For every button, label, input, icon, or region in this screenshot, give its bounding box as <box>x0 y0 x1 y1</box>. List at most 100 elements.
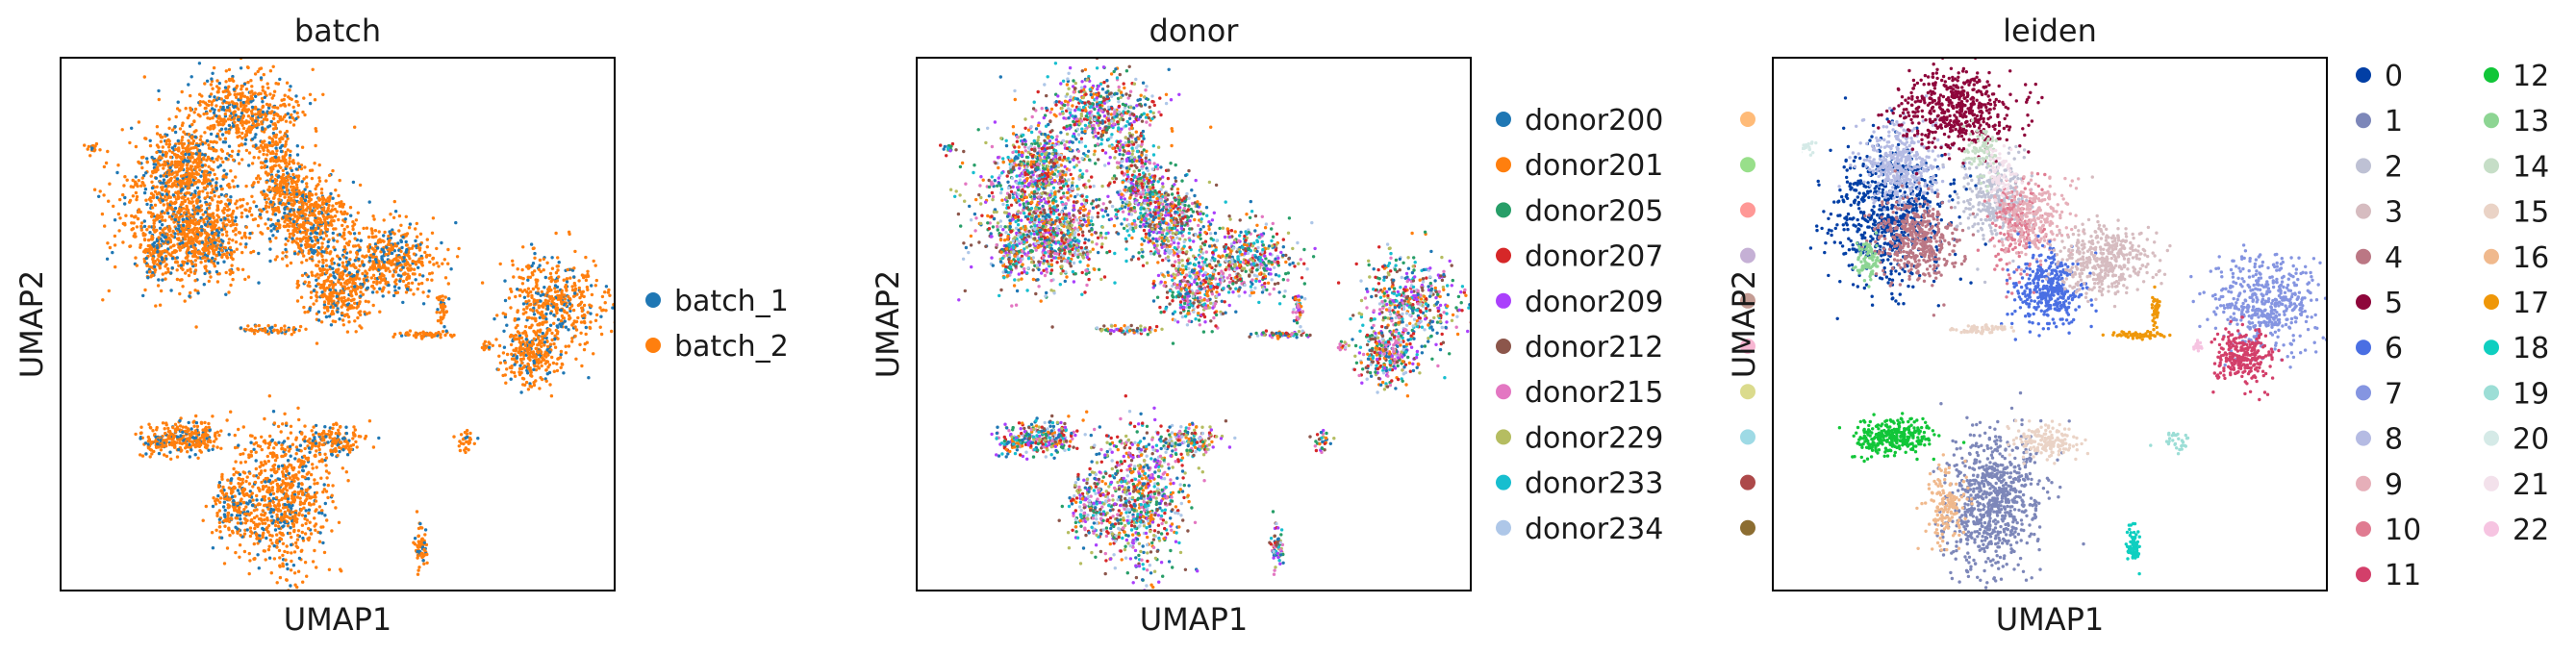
data-point <box>174 170 178 174</box>
data-point <box>347 230 351 235</box>
data-point <box>522 383 527 387</box>
data-point <box>598 325 602 329</box>
data-point <box>88 154 92 158</box>
data-point <box>116 164 120 167</box>
data-point <box>524 380 529 385</box>
data-point <box>205 269 209 273</box>
data-point <box>191 152 195 156</box>
data-point <box>217 109 221 113</box>
data-point <box>578 289 582 293</box>
data-point <box>231 221 235 225</box>
data-point <box>289 454 292 458</box>
data-point <box>245 475 249 479</box>
data-point <box>301 216 305 220</box>
data-point <box>354 330 358 334</box>
data-point <box>224 202 228 206</box>
data-point <box>578 342 582 346</box>
data-point <box>187 211 190 214</box>
data-point <box>371 267 375 271</box>
data-point <box>540 364 543 368</box>
data-point <box>498 262 502 266</box>
data-point <box>288 232 292 236</box>
data-point <box>294 227 298 231</box>
data-point <box>164 218 167 222</box>
data-point <box>321 258 325 262</box>
data-point <box>176 189 181 193</box>
data-point <box>324 179 328 183</box>
data-point <box>277 440 281 444</box>
data-point <box>405 247 409 252</box>
data-point <box>105 257 110 261</box>
data-point <box>600 294 605 299</box>
data-point <box>154 159 158 163</box>
data-point <box>370 231 374 236</box>
data-point <box>188 455 191 459</box>
data-point <box>530 374 534 378</box>
data-point <box>603 290 607 294</box>
data-point <box>555 279 560 283</box>
data-point <box>207 448 211 452</box>
data-point <box>398 279 402 283</box>
data-point <box>400 245 404 250</box>
data-point <box>383 230 387 235</box>
data-point <box>224 109 229 113</box>
data-point <box>412 252 417 256</box>
data-point <box>249 250 253 255</box>
data-point <box>256 224 261 228</box>
data-point <box>278 130 282 134</box>
data-point <box>241 197 245 202</box>
data-point <box>224 230 229 234</box>
data-point <box>295 495 300 499</box>
data-point <box>215 247 218 251</box>
data-point <box>220 133 225 137</box>
data-point <box>392 285 397 289</box>
data-point <box>153 432 157 437</box>
data-point <box>398 255 402 260</box>
data-point <box>393 270 398 274</box>
data-point <box>240 137 244 140</box>
data-point <box>564 351 568 355</box>
data-point <box>504 381 508 385</box>
data-point <box>535 299 539 303</box>
data-point <box>547 276 551 280</box>
data-point <box>139 184 143 188</box>
data-point <box>189 270 193 274</box>
data-point <box>356 315 360 320</box>
data-point <box>272 421 277 425</box>
data-point <box>548 312 553 315</box>
data-point <box>181 267 185 271</box>
data-point <box>215 158 219 162</box>
data-point <box>315 293 318 298</box>
data-point <box>206 241 210 245</box>
data-point <box>399 249 403 254</box>
data-point <box>347 271 351 275</box>
data-point <box>562 309 567 313</box>
data-point <box>249 100 253 104</box>
data-point <box>574 357 578 361</box>
data-point <box>567 314 571 317</box>
data-point <box>303 113 307 117</box>
data-point <box>545 307 550 311</box>
data-point <box>134 190 139 195</box>
data-point <box>322 488 326 491</box>
data-point <box>131 227 136 231</box>
data-point <box>380 239 385 242</box>
data-point <box>293 583 297 587</box>
data-point <box>350 285 354 289</box>
data-point <box>209 225 214 229</box>
data-point <box>421 274 425 278</box>
data-point <box>435 246 439 251</box>
data-point <box>289 584 292 588</box>
data-point <box>179 434 183 438</box>
data-point <box>213 194 216 198</box>
data-point <box>552 297 556 301</box>
data-point <box>210 231 215 236</box>
data-point <box>197 251 201 256</box>
data-point <box>540 289 543 294</box>
data-point <box>151 194 156 198</box>
data-point <box>158 198 162 202</box>
data-point <box>198 168 202 172</box>
data-point <box>197 154 202 159</box>
data-point <box>219 243 223 247</box>
data-point <box>264 558 267 562</box>
